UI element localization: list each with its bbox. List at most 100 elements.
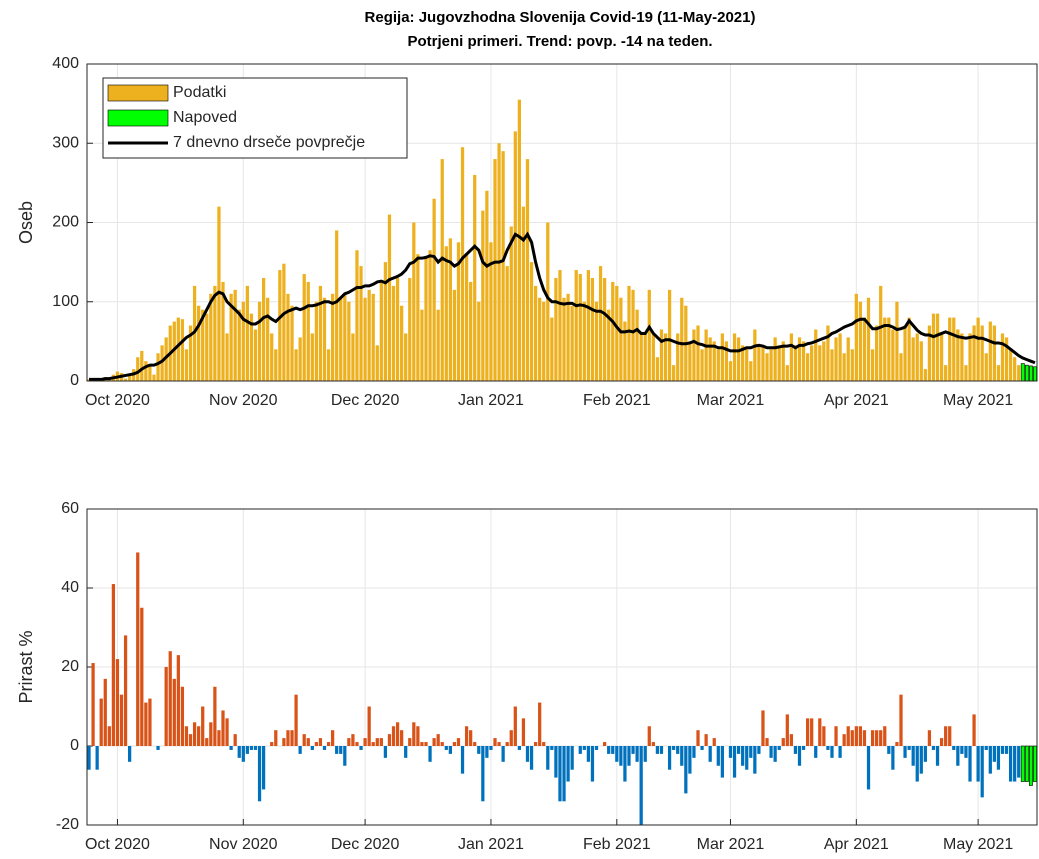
bar — [607, 746, 611, 754]
bar — [980, 325, 984, 381]
bar — [550, 746, 554, 750]
bar — [119, 694, 124, 746]
x-tick-label: Dec 2020 — [331, 392, 400, 409]
bar — [1004, 746, 1009, 754]
bar — [879, 285, 883, 381]
bar — [314, 301, 319, 381]
bar — [95, 746, 99, 770]
bar — [286, 730, 290, 746]
bar — [274, 730, 278, 746]
bar — [765, 738, 769, 746]
bar — [907, 746, 911, 750]
legend-label: Napoved — [173, 109, 237, 126]
bar — [903, 325, 907, 381]
bar — [976, 317, 980, 381]
bar — [659, 329, 664, 381]
bar — [732, 333, 737, 381]
bar — [270, 333, 274, 381]
bar — [826, 746, 830, 750]
bar — [115, 659, 120, 746]
bar — [493, 159, 497, 381]
y-tick-label: 400 — [52, 55, 79, 72]
bar — [903, 746, 907, 758]
bar — [241, 301, 245, 381]
bar — [144, 702, 148, 746]
bar — [270, 742, 274, 746]
bar — [753, 329, 757, 381]
bar — [306, 738, 310, 746]
bar — [521, 718, 526, 746]
bar — [875, 325, 879, 381]
axes-box — [86, 508, 1038, 826]
bar — [728, 361, 733, 381]
bar — [197, 726, 201, 746]
bar — [347, 738, 351, 746]
bar — [201, 706, 205, 746]
bar — [432, 738, 436, 746]
bar — [757, 345, 761, 381]
bar — [509, 226, 513, 381]
bar — [448, 238, 452, 381]
bar — [436, 734, 440, 746]
bar — [939, 333, 944, 381]
bar — [745, 349, 749, 381]
bar — [412, 222, 416, 381]
bar — [233, 289, 237, 381]
bar — [598, 266, 603, 381]
bar — [927, 325, 932, 381]
bar — [603, 742, 607, 746]
legend-label: Podatki — [173, 84, 226, 101]
bar — [550, 317, 554, 381]
bar — [858, 301, 863, 381]
bar — [1013, 357, 1017, 381]
bar — [907, 317, 911, 381]
bar — [761, 345, 765, 381]
bar — [469, 281, 473, 381]
bar — [651, 333, 655, 381]
bar — [241, 746, 245, 762]
bar — [948, 317, 952, 381]
bar — [261, 746, 266, 790]
bar — [554, 746, 558, 778]
bar — [87, 379, 91, 381]
bar — [1024, 364, 1029, 382]
bar — [615, 746, 619, 762]
bar — [400, 305, 404, 381]
x-tick-label: Jan 2021 — [458, 836, 524, 853]
bar — [952, 746, 956, 750]
bar — [310, 333, 314, 381]
bar — [741, 746, 745, 766]
bar — [805, 718, 810, 746]
chart-subtitle: Potrjeni primeri. Trend: povp. -14 na te… — [407, 33, 712, 50]
bar — [310, 746, 314, 750]
bar — [306, 281, 310, 381]
bar — [643, 333, 647, 381]
bar — [505, 266, 509, 381]
bar — [440, 159, 444, 381]
bar — [489, 746, 493, 750]
bar — [834, 337, 838, 381]
bar — [188, 734, 193, 746]
bar — [1020, 363, 1025, 382]
bar — [172, 678, 176, 746]
bar — [144, 361, 148, 381]
bar — [1024, 745, 1029, 782]
bar — [611, 281, 615, 381]
y-tick-label: -20 — [56, 816, 79, 833]
bar — [720, 333, 724, 381]
bar — [408, 277, 412, 381]
bar — [939, 738, 944, 746]
bar — [363, 738, 367, 746]
bar — [473, 174, 477, 381]
bar — [213, 285, 217, 381]
bar — [749, 746, 753, 758]
bar — [460, 147, 465, 381]
bar — [667, 289, 672, 381]
bar — [582, 301, 586, 381]
bar — [960, 333, 964, 381]
bar — [505, 742, 509, 746]
bar — [335, 746, 339, 754]
legend-swatch — [107, 109, 169, 127]
bar — [1000, 333, 1005, 381]
bar — [278, 270, 282, 381]
